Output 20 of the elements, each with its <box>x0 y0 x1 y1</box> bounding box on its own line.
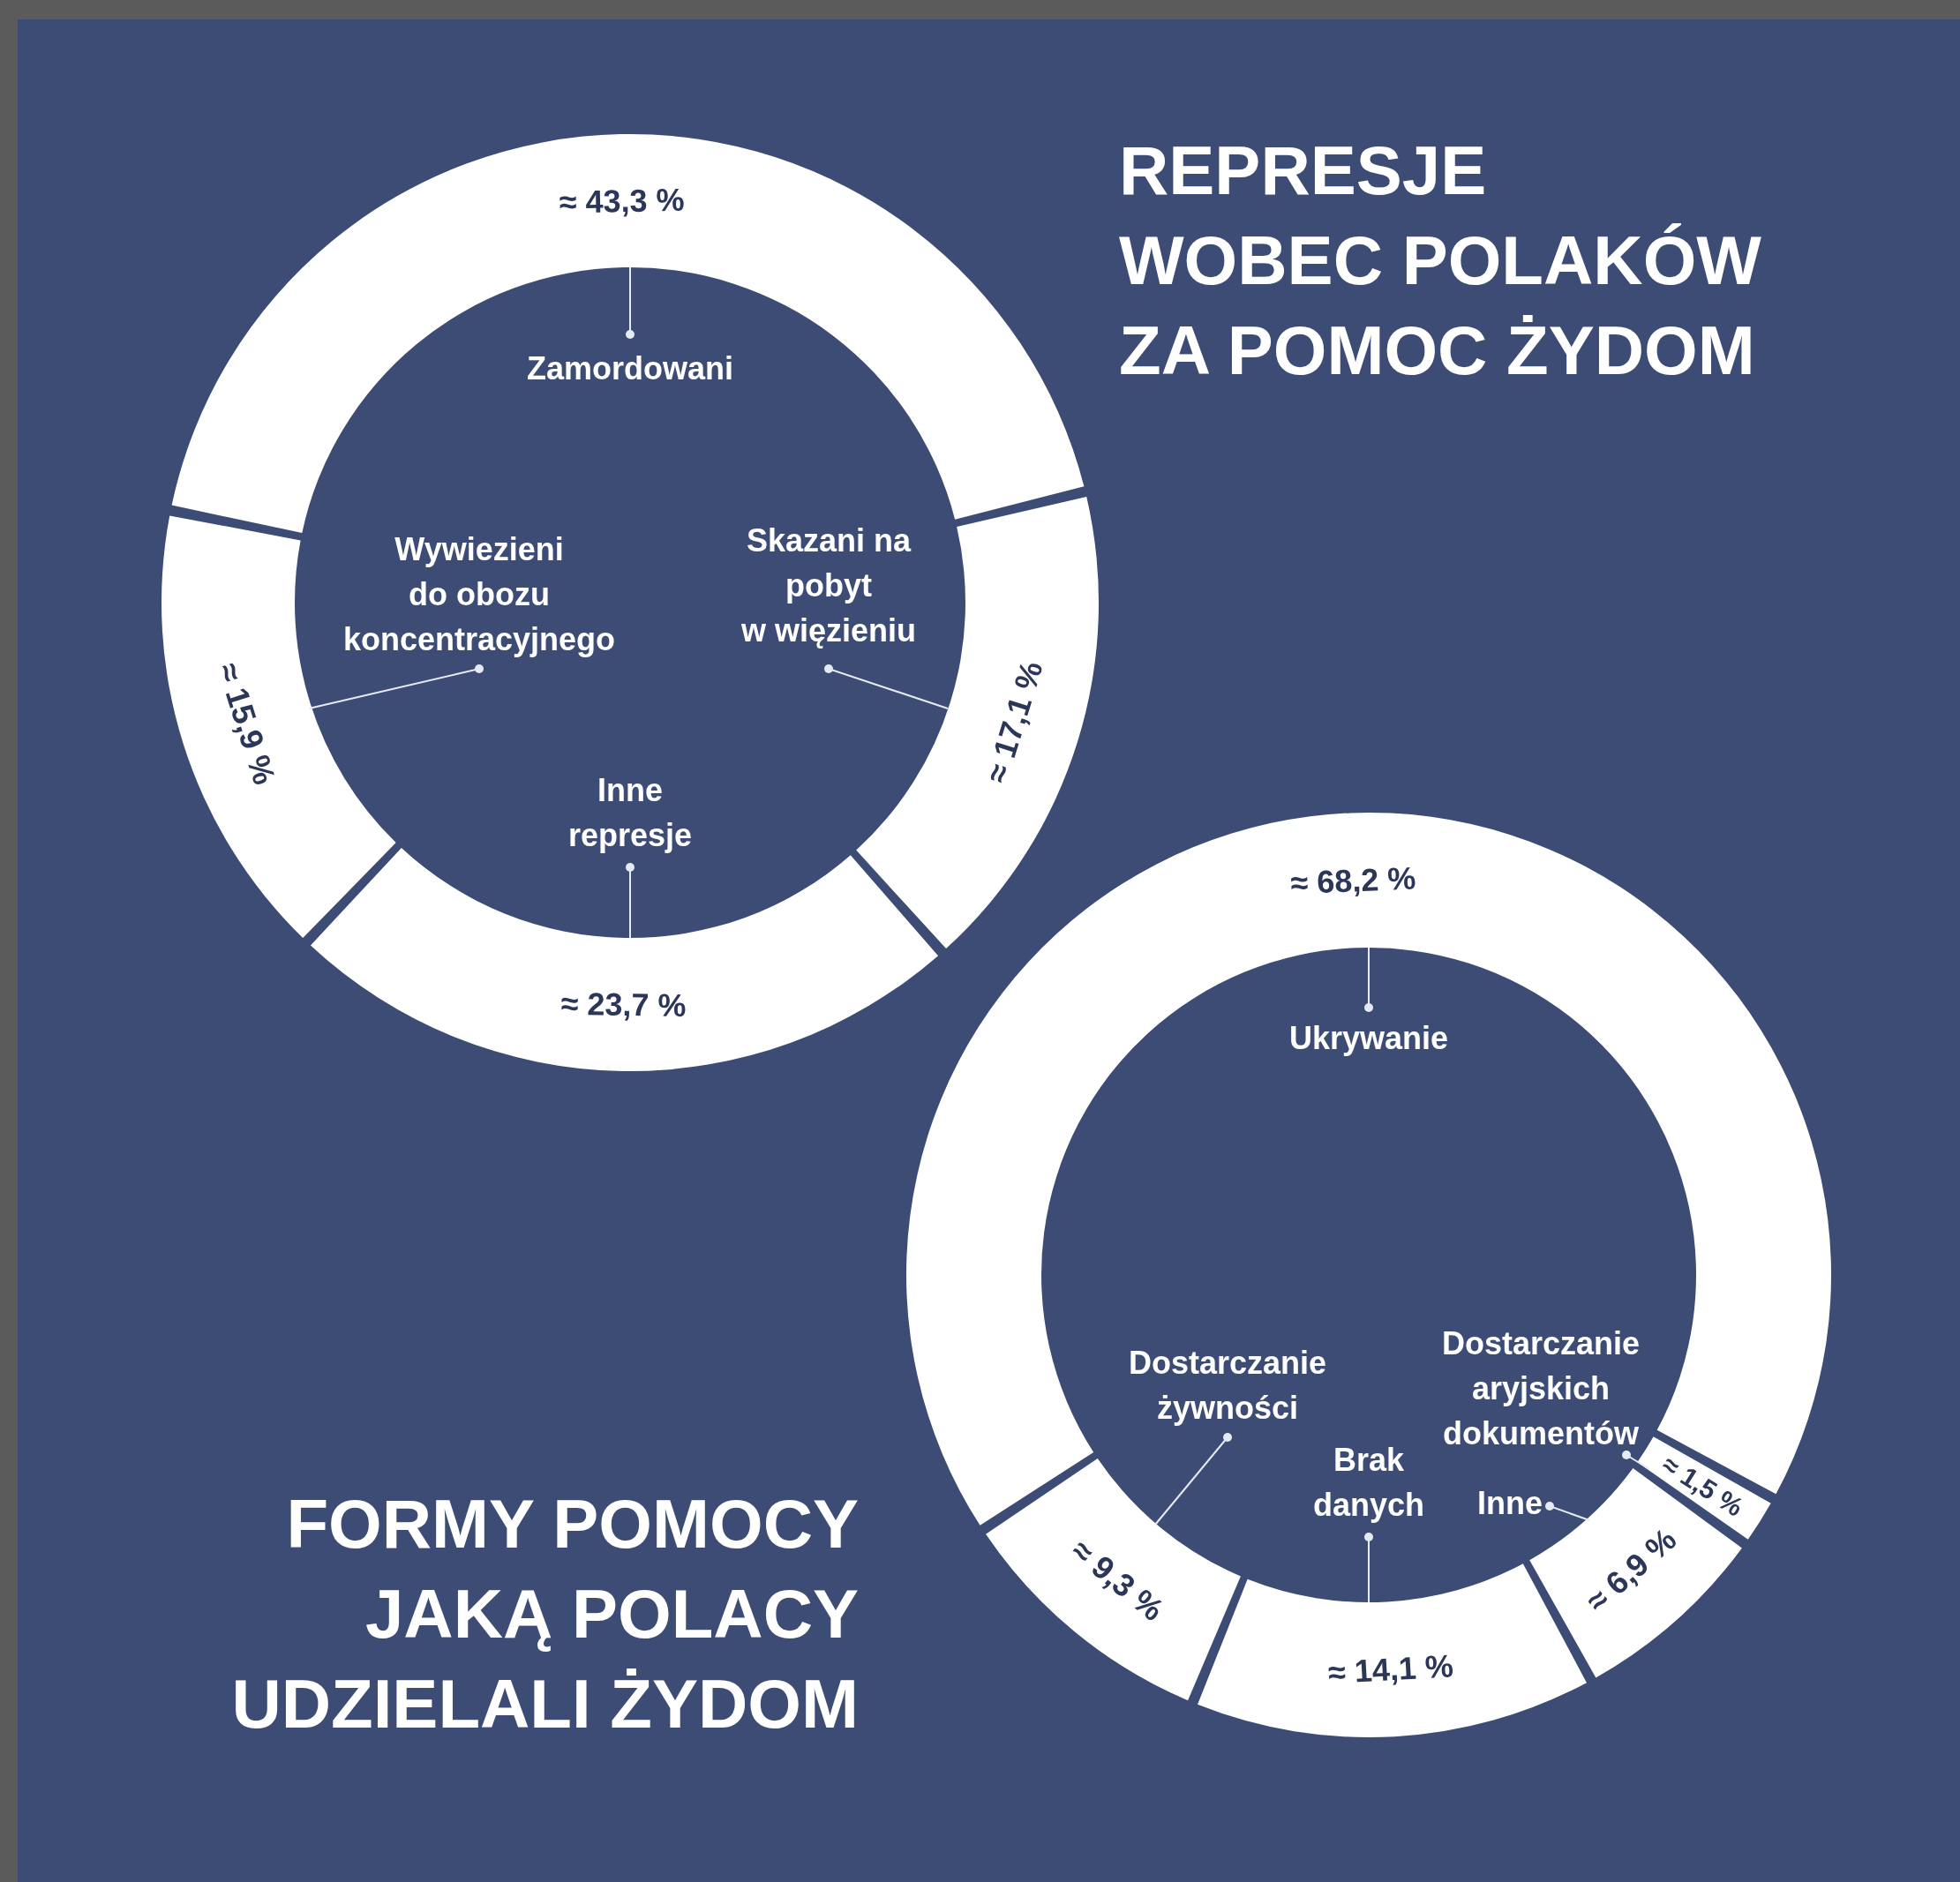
slice-label: Dostarczanie żywności <box>1128 1345 1327 1426</box>
text: FORMY POMOCY JAKĄ POLACY UDZIELALI ŻYDOM <box>230 1484 859 1744</box>
slice-label: Skazani na pobyt w więzieniu <box>740 521 917 649</box>
slice-label: Dostarczanie aryjskich dokumentów <box>1441 1324 1641 1451</box>
slice-label: Wywiezieni do obozu koncentracyjnego <box>342 530 616 657</box>
data-label: ≈ 14,1 % <box>1327 1647 1454 1691</box>
text: REPRESJE WOBEC POLAKÓW ZA POMOC ŻYDOM <box>1119 131 1762 391</box>
data-label: ≈ 9,3 % <box>1064 1531 1171 1629</box>
slice-label: Inne represje <box>567 772 693 853</box>
data-label: ≈ 17,1 % <box>978 656 1050 787</box>
slice-label: Inne <box>1476 1484 1543 1521</box>
data-label: ≈ 23,7 % <box>560 985 687 1024</box>
slice-label: Zamordowani <box>526 349 734 386</box>
slice-label: Ukrywanie <box>1288 1019 1449 1056</box>
data-label: ≈ 1,5 % <box>1656 1449 1749 1522</box>
data-label: ≈ 15,9 % <box>210 658 283 789</box>
data-label: ≈ 43,3 % <box>559 181 685 221</box>
data-label: ≈ 6,9 % <box>1579 1520 1684 1620</box>
data-label: ≈ 68,2 % <box>1289 859 1417 902</box>
slice-label: Brak danych <box>1312 1442 1425 1523</box>
